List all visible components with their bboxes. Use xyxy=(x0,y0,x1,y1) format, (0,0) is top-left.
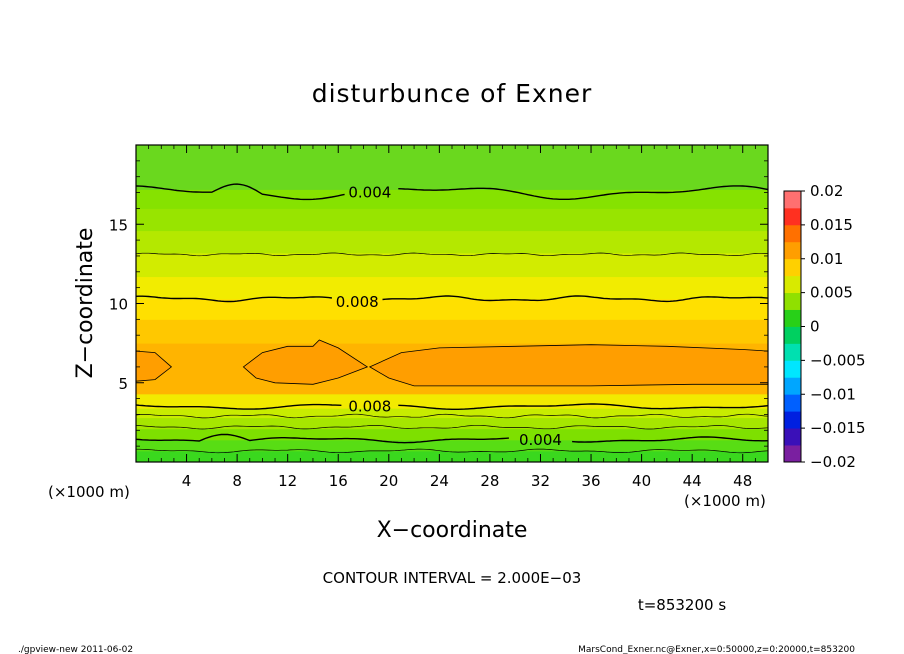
x-tick-label-8: 36 xyxy=(581,472,600,490)
x-tick-label-2: 12 xyxy=(278,472,297,490)
contour-labels: 0.004 0.008 0.008 0.004 xyxy=(336,184,562,449)
colorbar-swatch-14 xyxy=(784,207,801,226)
x-unit-right: (×1000 m) xyxy=(684,492,766,510)
core-region-0 xyxy=(136,350,173,382)
contour-line-7-0 xyxy=(136,448,768,454)
x-tick-label-0: 4 xyxy=(182,472,192,490)
colorbar-label-3: 0.005 xyxy=(810,284,853,302)
colorbar-swatch-12 xyxy=(784,241,801,260)
field-band-0 xyxy=(136,450,768,462)
field-band-12 xyxy=(136,208,768,232)
y-axis-ticks: 5 10 15 xyxy=(109,160,768,447)
field-band-1 xyxy=(136,439,768,452)
x-tick-label-5: 24 xyxy=(430,472,449,490)
contour-lines xyxy=(136,183,768,454)
contour-line-1-0 xyxy=(136,252,768,257)
contour-line-6-1 xyxy=(572,436,768,443)
colorbar-swatch-8 xyxy=(784,309,801,327)
field-band-7 xyxy=(136,319,768,344)
x-tick-label-1: 8 xyxy=(232,472,242,490)
contour-line-2-0 xyxy=(136,295,332,303)
x-axis-label: X−coordinate xyxy=(377,518,528,543)
contour-label-3: 0.004 xyxy=(519,431,562,449)
x-unit-left: (×1000 m) xyxy=(48,483,130,501)
contour-interval-text: CONTOUR INTERVAL = 2.000E−03 xyxy=(323,569,582,587)
time-text: t=853200 s xyxy=(638,596,726,614)
field-band-9 xyxy=(136,276,768,300)
contour-line-3-1 xyxy=(398,403,768,410)
x-tick-label-4: 20 xyxy=(379,472,398,490)
y-axis-label: Z−coordinate xyxy=(73,228,98,379)
contour-line-6-0 xyxy=(136,433,509,444)
contour-label-0: 0.004 xyxy=(348,184,391,202)
y-tick-label-1: 10 xyxy=(109,296,128,314)
y-tick-label-2: 15 xyxy=(109,216,128,234)
colorbar-label-8: −0.02 xyxy=(810,453,856,471)
contour-line-2-1 xyxy=(382,295,768,303)
x-tick-label-10: 44 xyxy=(683,472,702,490)
colorbar-swatch-0 xyxy=(784,445,801,463)
colorbar-swatch-3 xyxy=(784,394,801,412)
field-band-8 xyxy=(136,298,768,320)
x-tick-label-9: 40 xyxy=(632,472,651,490)
x-axis-ticks: 4 8 12 16 20 24 28 32 36 40 44 48 xyxy=(148,145,756,490)
y-tick-label-0: 5 xyxy=(118,375,128,393)
contour-line-5-0 xyxy=(136,424,768,430)
colorbar-swatch-4 xyxy=(784,377,801,395)
colorbar-label-5: −0.005 xyxy=(810,351,866,369)
field-band-5 xyxy=(136,393,768,409)
contour-core-regions xyxy=(136,339,768,387)
colorbar: 0.02 0.015 0.01 0.005 0 −0.005 −0.01 −0.015 −0.0… xyxy=(783,182,866,471)
chart-title: disturbunce of Exner xyxy=(312,79,593,108)
field-band-11 xyxy=(136,230,768,254)
colorbar-swatch-11 xyxy=(784,258,801,277)
colorbar-label-6: −0.01 xyxy=(810,385,856,403)
colorbar-swatch-10 xyxy=(784,275,801,294)
core-region-2 xyxy=(368,344,768,387)
colorbar-swatch-9 xyxy=(784,292,801,310)
colorbar-label-0: 0.02 xyxy=(810,182,843,200)
colorbar-swatch-13 xyxy=(784,224,801,243)
field-band-10 xyxy=(136,252,768,278)
contour-label-1: 0.008 xyxy=(336,293,379,311)
x-tick-label-7: 32 xyxy=(531,472,550,490)
x-tick-label-6: 28 xyxy=(480,472,499,490)
field-band-3 xyxy=(136,417,768,430)
colorbar-label-2: 0.01 xyxy=(810,250,843,268)
contour-line-3-0 xyxy=(136,403,342,410)
colorbar-swatch-1 xyxy=(784,428,801,446)
colorbar-swatch-6 xyxy=(784,343,801,361)
contour-line-0-1 xyxy=(398,185,768,200)
contour-line-4-0 xyxy=(136,413,768,419)
colorbar-swatch-15 xyxy=(784,191,801,209)
colorbar-label-4: 0 xyxy=(810,318,820,336)
field-band-2 xyxy=(136,428,768,441)
x-tick-label-3: 16 xyxy=(329,472,348,490)
field-band-14 xyxy=(136,145,768,190)
contour-label-2: 0.008 xyxy=(348,398,391,416)
footer-right: MarsCond_Exner.nc@Exner,x=0:50000,z=0:20… xyxy=(578,645,855,654)
colorbar-label-7: −0.015 xyxy=(810,419,866,437)
colorbar-swatch-2 xyxy=(784,411,801,429)
x-tick-label-11: 48 xyxy=(733,472,752,490)
colorbar-label-1: 0.015 xyxy=(810,216,853,234)
colorbar-swatch-7 xyxy=(784,326,801,344)
colorbar-swatch-5 xyxy=(784,360,801,378)
contour-line-0-0 xyxy=(136,183,345,201)
field-band-4 xyxy=(136,408,768,419)
core-region-1 xyxy=(242,339,369,385)
footer-left: ./gpview-new 2011-06-02 xyxy=(18,645,133,654)
